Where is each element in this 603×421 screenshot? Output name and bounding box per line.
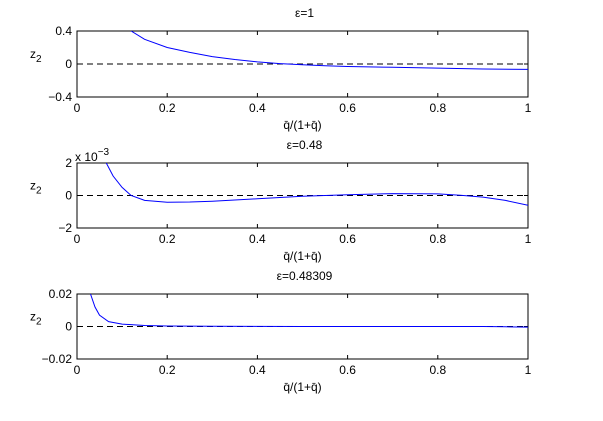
x-axis-label: q̄/(1+q̄) xyxy=(283,249,321,263)
y-tick-label: 0 xyxy=(65,57,72,71)
series-line-1 xyxy=(130,31,528,70)
y-tick-label: −0.02 xyxy=(42,352,73,366)
x-tick-label: 0.4 xyxy=(249,232,266,246)
y-axis-label: z2 xyxy=(30,310,42,328)
y-tick-label: 0 xyxy=(65,189,72,203)
y-tick-label: 0 xyxy=(65,320,72,334)
x-tick-label: 0.8 xyxy=(429,101,446,115)
x-tick-label: 0.2 xyxy=(159,101,176,115)
x-tick-label: 0.8 xyxy=(429,363,446,377)
series-line-1 xyxy=(90,294,528,328)
x-tick-label: 1 xyxy=(525,101,532,115)
x-tick-label: 0.2 xyxy=(159,363,176,377)
y-tick-label: 0.02 xyxy=(49,287,73,301)
x-tick-label: 0.8 xyxy=(429,232,446,246)
subplot-3: 0 0.2 0.4 0.6 0.8 10.020−0.02ε=0.48309q̄/(1+q… xyxy=(30,269,532,394)
y-tick-label: −2 xyxy=(58,221,72,235)
x-tick-label: 0.6 xyxy=(339,101,356,115)
x-tick-label: 0 xyxy=(74,363,81,377)
x-tick-label: 0 xyxy=(74,232,81,246)
x-tick-label: 0.4 xyxy=(249,101,266,115)
subplot-1: 0 0.2 0.4 0.6 0.8 10.40−0.4ε=1q̄/(1+q̄)z2 xyxy=(30,6,532,132)
y-tick-label: 2 xyxy=(65,156,72,170)
x-axis-label: q̄/(1+q̄) xyxy=(283,118,321,132)
subplot-2: 0 0.2 0.4 0.6 0.8 120−2ε=0.48q̄/(1+q̄)z2x 10−… xyxy=(30,138,532,263)
y-axis-label: z2 xyxy=(30,179,42,197)
x-tick-label: 1 xyxy=(525,363,532,377)
x-tick-label: 0.6 xyxy=(339,232,356,246)
subplot-title: ε=0.48 xyxy=(287,138,323,152)
y-tick-label: 0.4 xyxy=(55,24,72,38)
x-tick-label: 0.2 xyxy=(159,232,176,246)
x-tick-label: 1 xyxy=(525,232,532,246)
subplot-title: ε=0.48309 xyxy=(277,269,333,283)
x-tick-label: 0.4 xyxy=(249,363,266,377)
series-line-1 xyxy=(105,163,528,206)
y-axis-label: z2 xyxy=(30,47,42,65)
x-axis-label: q̄/(1+q̄) xyxy=(283,380,321,394)
x-tick-label: 0.6 xyxy=(339,363,356,377)
axis-multiplier: x 10−3 xyxy=(75,147,110,164)
x-tick-label: 0 xyxy=(74,101,81,115)
y-tick-label: −0.4 xyxy=(48,90,72,104)
subplot-title: ε=1 xyxy=(295,6,314,20)
